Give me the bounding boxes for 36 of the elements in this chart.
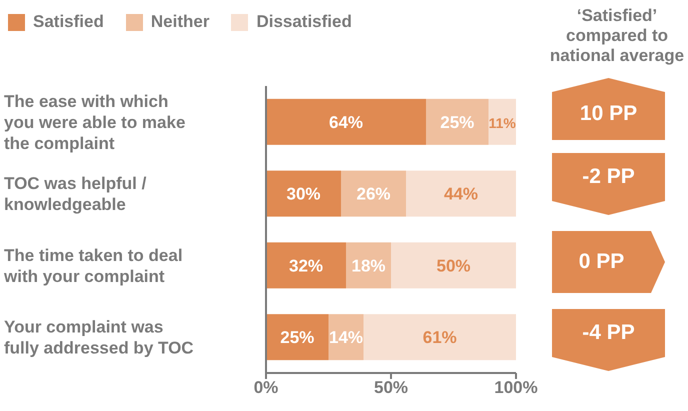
legend-label: Neither: [150, 12, 210, 32]
data-label: 30%: [286, 184, 321, 204]
data-label: 50%: [436, 256, 471, 276]
x-tick-label: 100%: [494, 378, 538, 398]
bar: [391, 242, 516, 288]
bar: [266, 242, 346, 288]
data-label: 11%: [488, 114, 516, 131]
text: ‘Satisfied’ compared to national average: [548, 6, 686, 66]
x-tick-label: 50%: [374, 378, 408, 398]
data-label: 61%: [422, 328, 457, 348]
legend-label: Dissatisfied: [256, 12, 352, 32]
x-tick-label: 0%: [254, 378, 278, 398]
text: -2 PP: [581, 165, 636, 189]
y-tick-label: The ease with which you were able to make the complaint: [4, 92, 186, 153]
text: 10 PP: [578, 102, 638, 126]
data-label: 25%: [440, 112, 474, 132]
data-label: 18%: [351, 256, 386, 276]
text: -4 PP: [581, 321, 636, 345]
y-tick-label: The time taken to deal with your complaint: [3, 246, 183, 286]
data-label: 44%: [444, 184, 478, 204]
bar: [266, 170, 341, 217]
data-label: 64%: [328, 112, 364, 132]
text: 0 PP: [578, 250, 626, 274]
data-label: 32%: [288, 256, 324, 276]
y-tick-label: TOC was helpful / knowledgeable: [4, 174, 147, 214]
data-label: 25%: [280, 328, 314, 348]
data-label: 14%: [328, 328, 364, 348]
bar: [266, 314, 328, 360]
bar: [406, 170, 516, 217]
bar: [341, 170, 406, 217]
bar: [364, 314, 516, 360]
data-label: 26%: [356, 184, 391, 204]
bar: [266, 98, 426, 145]
y-tick-label: Your complaint was fully addressed by TOC: [4, 318, 194, 358]
legend-label: Satisfied: [33, 12, 104, 32]
bar: [426, 98, 488, 145]
